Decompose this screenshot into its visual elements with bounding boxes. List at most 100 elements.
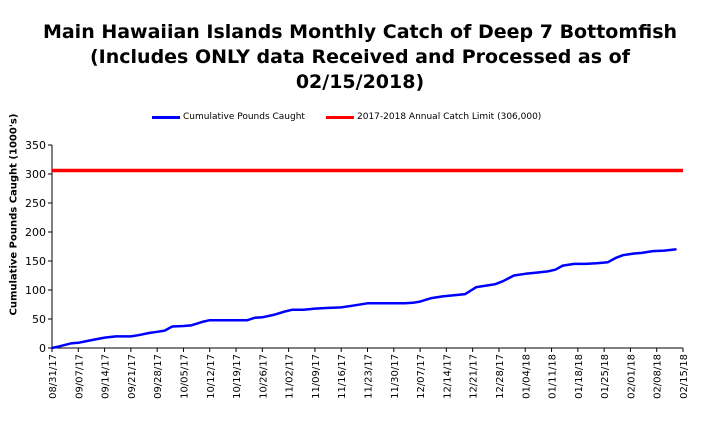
x-tick-label: 12/21/17 [469,354,480,399]
cumulative-data-point [235,319,237,321]
cumulative-data-point [419,300,421,303]
cumulative-data-point [208,319,211,321]
cumulative-data-point [130,335,132,338]
x-tick-label: 01/18/18 [574,354,585,399]
cumulative-data-point [513,274,515,277]
cumulative-data-point [453,294,455,297]
cumulative-data-point [302,308,305,311]
chart-title-line-2: (Includes ONLY data Received and Process… [89,46,630,68]
x-tick-label: 12/14/17 [442,354,453,399]
cumulative-data-point [272,314,275,316]
x-tick-label: 09/28/17 [153,354,164,399]
cumulative-data-point [190,324,192,327]
legend-label-cumulative: Cumulative Pounds Caught [183,112,305,122]
x-tick-label: 09/07/17 [74,354,85,399]
cumulative-data-point [137,334,140,337]
cumulative-data-point [220,319,222,321]
cumulative-data-point [163,329,166,332]
x-tick-label: 12/28/17 [495,354,506,399]
x-tick-label: 10/26/17 [258,354,269,399]
cumulative-data-point [430,297,433,299]
legend-swatch-acl [326,115,354,119]
x-tick-label: 11/23/17 [364,354,375,399]
legend-label-acl: 2017-2018 Annual Catch Limit (306,000) [357,112,542,122]
cumulative-data-point [584,263,587,265]
x-tick-label: 02/01/18 [626,354,637,399]
x-tick-label: 09/14/17 [101,354,112,399]
y-tick-label: 250 [25,197,46,210]
cumulative-data-point [464,293,466,295]
cumulative-data-point [663,249,666,252]
y-tick-label: 0 [39,342,46,355]
cumulative-data-point [475,286,478,288]
cumulative-data-point [340,306,343,309]
x-tick-label: 11/16/17 [337,354,348,399]
y-tick-label: 300 [25,168,46,181]
x-tick-label: 11/09/17 [311,354,322,399]
cumulative-data-point [607,261,609,263]
legend-swatch-cumulative [152,115,180,119]
cumulative-data-point [554,268,557,271]
cumulative-data-point [546,270,549,273]
cumulative-data-point [562,264,564,267]
cumulative-data-point [156,330,158,333]
x-tick-label: 10/19/17 [232,354,243,399]
chart-title: Main Hawaiian Islands Monthly Catch of D… [0,20,720,95]
cumulative-data-point [182,325,185,327]
cumulative-data-point [652,250,654,252]
cumulative-data-point [115,335,117,338]
chart-title-line-1: Main Hawaiian Islands Monthly Catch of D… [42,21,678,43]
cumulative-data-point [314,307,316,310]
cumulative-data-point [392,302,395,305]
chart-legend: Cumulative Pounds Caught 2017-2018 Annua… [0,112,720,130]
cumulative-data-point [254,317,256,319]
cumulative-data-point [535,271,538,274]
y-tick-label: 350 [25,139,46,152]
cumulative-data-point [411,301,414,304]
cumulative-data-point [366,302,369,305]
cumulative-data-point [246,319,249,321]
x-tick-label: 12/07/17 [416,354,427,399]
cumulative-series-line [50,248,677,350]
x-tick-label: 08/31/17 [48,354,59,399]
y-tick-label: 200 [25,226,46,239]
y-tick-label: 150 [25,255,46,268]
cumulative-data-point [633,252,635,255]
x-tick-label: 09/21/17 [127,354,138,399]
cumulative-data-point [501,280,504,283]
x-tick-label: 11/30/17 [390,354,401,399]
x-tick-label: 10/05/17 [179,354,190,399]
y-tick-label: 50 [32,313,46,326]
cumulative-data-point [77,341,80,344]
cumulative-data-point [441,295,444,298]
cumulative-data-point [614,257,617,259]
chart-title-line-3: 02/15/2018) [295,71,425,93]
cumulative-data-point [291,308,294,311]
x-tick-label: 01/11/18 [548,354,559,399]
cumulative-data-point [674,248,677,251]
x-tick-label: 01/04/18 [521,354,532,399]
cumulative-data-point [58,345,61,348]
cumulative-data-point [171,325,173,328]
cumulative-data-point [573,263,575,265]
cumulative-data-point [524,272,527,275]
legend-item-cumulative: Cumulative Pounds Caught [152,112,305,122]
cumulative-data-point [494,283,497,286]
cumulative-data-point [201,321,204,323]
legend-item-acl: 2017-2018 Annual Catch Limit (306,000) [326,112,541,122]
x-tick-label: 01/25/18 [600,354,611,399]
cumulative-data-point [261,316,264,319]
cumulative-data-point [325,307,327,309]
x-tick-label: 02/15/18 [679,354,690,399]
cumulative-data-point [88,339,91,342]
cumulative-data-point [148,332,151,334]
cumulative-data-point [486,284,489,287]
cumulative-data-point [103,336,106,339]
cumulative-data-point [640,252,643,254]
y-tick-label: 100 [25,284,46,297]
x-tick-label: 10/12/17 [206,354,217,399]
cumulative-data-point [51,347,53,349]
cumulative-data-point [69,342,72,345]
cumulative-data-point [622,254,624,256]
